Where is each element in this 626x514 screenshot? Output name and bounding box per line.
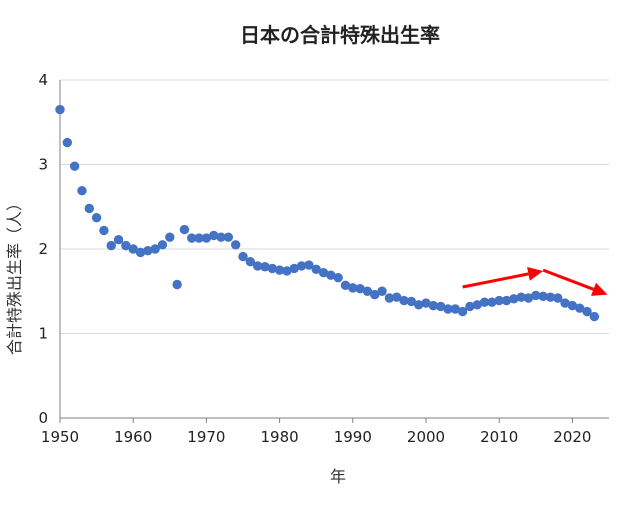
trend-arrow-head [527,267,544,281]
chart-title: 日本の合計特殊出生率 [240,23,440,47]
data-point [582,306,592,317]
data-point [172,279,182,290]
y-tick-label: 0 [38,409,48,427]
data-point [494,295,504,306]
data-point [289,263,299,274]
data-point [201,233,212,243]
data-point [567,300,578,311]
data-point [340,280,351,291]
data-point [457,306,468,317]
trend-arrow-shaft [462,272,529,289]
data-point [406,296,417,307]
data-point [589,311,600,322]
data-point [296,261,307,271]
y-tick-label: 1 [38,325,48,343]
data-point [318,267,329,278]
data-point [165,232,175,242]
data-point [209,230,219,241]
data-point [333,273,343,283]
data-point [69,161,80,171]
data-point [252,261,263,271]
data-point [399,295,409,306]
y-tick-labels: 0 1 2 3 4 [38,71,48,427]
data-points [55,104,600,322]
data-point [377,286,387,296]
y-tick-label: 4 [38,71,48,89]
data-point [84,203,94,214]
data-point [553,293,563,303]
data-point [545,292,556,302]
x-axis-label: 年 [330,467,346,486]
data-point [128,244,138,254]
data-point [465,301,475,312]
data-point [487,297,497,307]
x-tick-label: 2000 [407,428,445,446]
data-point [223,232,234,242]
data-point [62,137,73,148]
data-point [282,266,292,276]
data-point [575,303,585,313]
data-point [501,295,512,306]
data-point [348,283,358,293]
data-point [479,297,490,307]
y-tick-label: 2 [38,240,48,258]
data-point [135,247,146,258]
data-point [260,262,270,272]
data-point [113,235,124,245]
data-point [509,294,519,304]
y-axis-label: 合計特殊出生率（人） [5,195,24,355]
data-point [55,104,65,115]
data-point [187,233,197,243]
y-tick-label: 3 [38,156,48,174]
data-point [531,290,541,301]
data-point [267,263,277,274]
data-point [428,300,439,311]
data-point [150,244,160,254]
data-point [179,224,190,235]
data-point [560,298,570,308]
data-point [523,293,534,303]
data-point [216,232,226,242]
x-tick-label: 2020 [553,428,591,446]
data-point [106,240,116,251]
data-point [157,240,168,250]
x-tick-label: 1970 [187,428,225,446]
data-point [413,300,424,310]
data-point [143,245,153,256]
data-point [245,256,256,267]
data-point [443,304,453,314]
x-tick-label: 1950 [41,428,79,446]
data-point [326,270,336,280]
data-point [99,225,109,236]
data-point [304,260,314,270]
x-tick-label: 1990 [334,428,372,446]
data-point [355,284,365,294]
data-point [91,213,102,223]
data-point [274,265,285,275]
data-point [472,300,482,310]
x-tick-labels: 1950 1960 1970 1980 1990 2000 2010 2020 [41,418,591,446]
data-point [392,292,402,302]
data-point [370,289,380,300]
trend-arrows [462,267,608,296]
data-point [450,304,460,314]
data-point [311,264,321,274]
data-point [421,298,431,308]
x-tick-label: 2010 [480,428,518,446]
data-point [194,233,204,243]
data-point [238,251,248,262]
data-point [435,301,446,312]
data-point [77,185,87,196]
data-point [230,240,241,250]
data-point [384,293,395,303]
trend-arrow-shaft [542,268,595,291]
x-tick-label: 1980 [261,428,299,446]
data-point [362,286,373,296]
data-point [538,291,548,302]
x-tick-label: 1960 [114,428,152,446]
trend-arrow-head [591,282,608,296]
data-point [516,292,526,302]
data-point [121,240,131,251]
